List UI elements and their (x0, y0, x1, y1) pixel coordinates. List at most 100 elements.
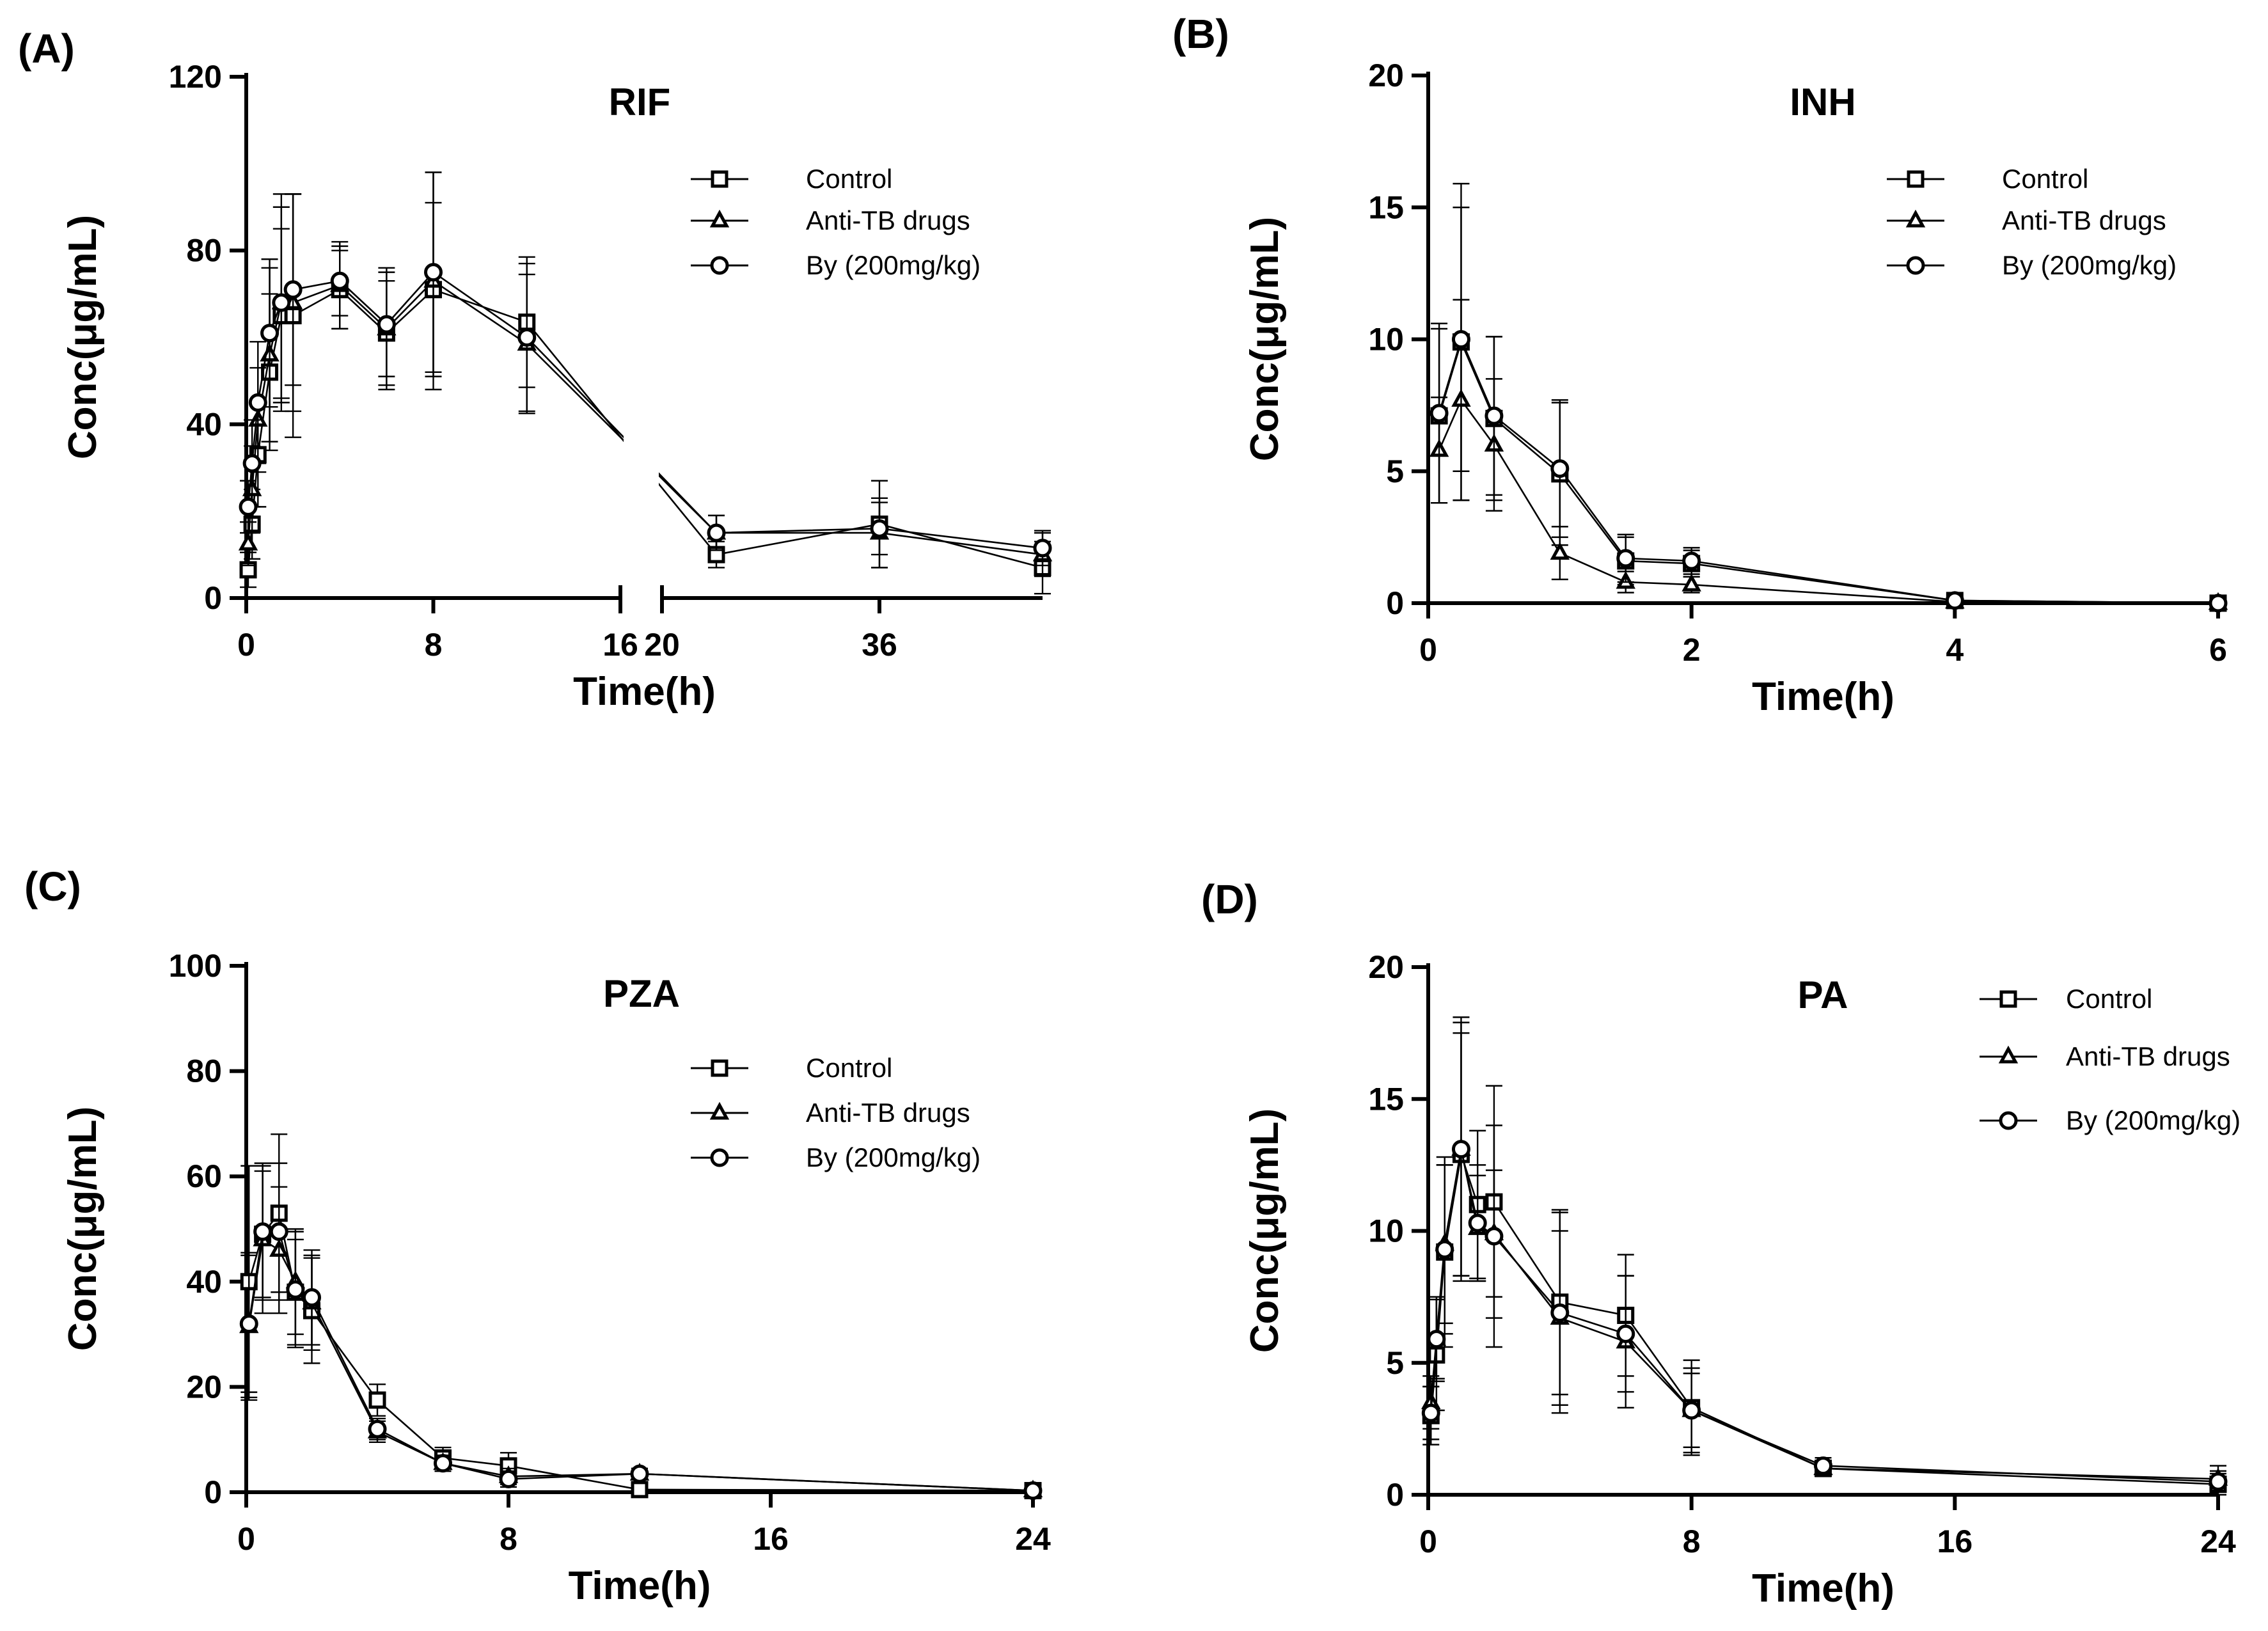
chart-title: RIF (609, 81, 671, 123)
data-point (1468, 1213, 1487, 1233)
y-tick-label: 10 (1368, 1213, 1404, 1249)
series-line (248, 1238, 1034, 1492)
data-point (1616, 549, 1635, 568)
y-tick-label: 120 (169, 59, 222, 95)
y-tick-label: 10 (1368, 322, 1404, 358)
data-point (330, 271, 349, 290)
series-line (248, 1231, 1034, 1492)
x-axis-title: Time(h) (1752, 675, 1894, 719)
series-triangle (239, 1165, 1043, 1498)
data-point (1945, 591, 1964, 610)
y-tick-label: 80 (186, 1053, 222, 1089)
panel-label: (A) (18, 26, 75, 72)
series-line (1430, 1154, 2219, 1485)
data-point (2209, 1472, 2228, 1491)
y-axis-title: Conc(μg/mL) (61, 1107, 105, 1351)
y-tick-label: 15 (1368, 189, 1404, 225)
series-line (1430, 1149, 2219, 1483)
legend-marker (1999, 1111, 2018, 1130)
data-point (1484, 406, 1504, 425)
y-axis-title: Conc(μg/mL) (1243, 1108, 1287, 1353)
data-point (368, 1391, 386, 1409)
data-point (707, 523, 726, 542)
series-circle (239, 1162, 1043, 1501)
chart-title: PA (1798, 973, 1848, 1016)
x-tick-label: 24 (2200, 1524, 2236, 1559)
legend-label: By (200mg/kg) (2002, 250, 2177, 280)
panel-d: (D) PA 0 5 10 15 20 0 8 16 24 Time(h) Conc(μg/mL) Con… (1201, 876, 2240, 1611)
data-point (2209, 594, 2228, 613)
data-point (283, 280, 303, 299)
data-point (434, 1454, 452, 1473)
series-square (240, 1133, 1042, 1500)
legend-marker (1998, 1045, 2019, 1064)
legend-label: Control (2002, 164, 2088, 194)
data-point (499, 1469, 518, 1488)
axis-break-gap (624, 256, 659, 588)
y-tick-label: 0 (204, 580, 222, 616)
y-tick-label: 0 (1386, 585, 1404, 621)
legend-marker (709, 209, 730, 228)
data-point (870, 519, 889, 538)
data-point (260, 324, 280, 343)
y-tick-label: 20 (1368, 58, 1404, 93)
y-tick-label: 20 (1368, 949, 1404, 985)
data-point (1682, 551, 1701, 571)
legend-marker (709, 1101, 730, 1120)
series-square (1422, 1032, 2227, 1496)
x-tick-label: 16 (753, 1521, 789, 1557)
data-point (1550, 542, 1570, 560)
x-tick-label: 4 (1946, 632, 1964, 668)
data-point (1484, 1227, 1504, 1246)
x-tick-label: 36 (862, 627, 897, 663)
x-tick-label: 20 (644, 627, 680, 663)
y-tick-label: 60 (186, 1158, 222, 1194)
y-tick-label: 100 (169, 948, 222, 984)
data-point (1435, 1240, 1454, 1259)
data-point (424, 263, 443, 282)
y-tick-label: 0 (204, 1474, 222, 1510)
series-line (248, 1211, 1034, 1492)
series-circle (1429, 207, 2228, 613)
legend-marker (1907, 170, 1925, 188)
legend-marker (711, 170, 728, 188)
x-tick-label: 0 (237, 1521, 255, 1557)
x-tick-label: 16 (1937, 1524, 1973, 1559)
data-point (1550, 459, 1570, 478)
series-line (1438, 398, 2219, 604)
series-triangle (1421, 1021, 2228, 1493)
y-axis-title: Conc(μg/mL) (1243, 217, 1287, 461)
data-point (303, 1288, 321, 1307)
x-axis-title: Time(h) (573, 670, 716, 714)
data-point (1814, 1456, 1832, 1476)
y-tick-label: 5 (1386, 1345, 1404, 1381)
series-line (1438, 336, 2219, 604)
data-point (1033, 539, 1052, 558)
x-axis-title: Time(h) (1752, 1566, 1894, 1611)
data-point (1451, 1140, 1470, 1159)
x-tick-label: 0 (1419, 1524, 1437, 1559)
x-tick-label: 8 (500, 1521, 517, 1557)
legend-marker (1999, 990, 2017, 1008)
data-point (1023, 1481, 1043, 1501)
x-axis-title: Time(h) (569, 1564, 711, 1608)
legend-label: Anti-TB drugs (806, 205, 970, 235)
y-axis-title: Conc(μg/mL) (61, 215, 105, 459)
panel-label: (B) (1172, 11, 1229, 57)
legend-label: Control (806, 164, 892, 194)
data-point (239, 497, 258, 516)
x-tick-label: 0 (1419, 632, 1437, 668)
x-tick-label: 6 (2209, 632, 2227, 668)
panel-c: (C) PZA 0 20 40 60 80 100 0 8 16 24 Time(h) Conc(μg/m… (24, 863, 1051, 1608)
data-point (272, 293, 291, 312)
data-point (253, 1222, 272, 1241)
panel-label: (D) (1201, 876, 1258, 922)
legend-marker (710, 256, 729, 275)
data-point (1451, 330, 1470, 349)
y-tick-label: 0 (1386, 1477, 1404, 1513)
data-point (248, 393, 267, 412)
series-triangle (1429, 299, 2228, 610)
x-tick-label: 16 (602, 627, 638, 663)
y-tick-label: 40 (186, 406, 222, 442)
